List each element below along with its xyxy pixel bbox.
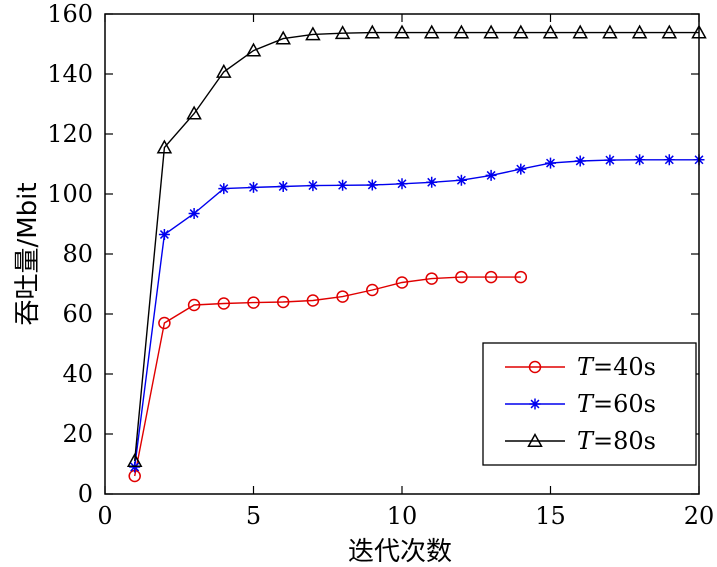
data-point [483,24,499,39]
data-point [426,176,438,188]
data-point [455,270,468,284]
y-tick-label: 120 [47,120,93,148]
data-point [396,178,408,190]
data-point [217,297,231,310]
legend-marker [528,360,542,374]
data-point [545,157,556,169]
legend: T=40s T=60s T=80s [482,342,697,466]
data-point [305,26,321,41]
series-line [134,276,521,477]
data-point [216,63,232,78]
x-tick-label: 15 [535,502,566,530]
data-point [542,24,559,39]
data-point [515,163,527,175]
data-point [277,181,289,192]
data-point [572,24,588,39]
data-point [276,295,290,309]
data-point [395,276,409,289]
data-point [484,270,498,284]
legend-marker [527,432,543,447]
y-tick-label: 40 [62,360,93,388]
legend-entry: T=40s [505,353,656,381]
data-point [186,105,202,120]
data-point [126,452,143,467]
data-point [455,174,467,186]
data-point [453,24,470,39]
x-tick-label: 10 [387,502,418,530]
y-tick-label: 160 [47,0,93,28]
plot-area [126,24,707,483]
series-circle [128,270,528,483]
x-axis-title: 迭代次数 [348,537,452,567]
data-point [514,270,528,284]
data-point [156,139,173,154]
data-point [423,24,440,39]
data-point [275,30,291,45]
data-point [188,208,200,219]
series-triangle [126,24,707,467]
data-point [485,169,497,181]
data-point [602,24,618,39]
data-point [158,229,170,240]
y-tick-label: 100 [47,180,93,208]
legend-entry: T=60s [505,390,656,418]
data-point [245,42,262,57]
data-point [574,155,586,167]
data-point [663,154,675,166]
data-point [366,179,378,191]
data-point [218,183,230,195]
data-point [366,283,379,297]
x-tick-label: 0 [97,502,112,530]
data-point [337,179,349,191]
data-point [631,24,648,39]
y-tick-label: 0 [78,480,93,508]
x-tick-label: 20 [684,502,715,530]
series-line [134,31,699,462]
data-point [394,24,410,39]
data-point [364,24,381,39]
data-point [248,181,259,193]
y-tick-label: 60 [62,300,93,328]
y-axis-title: 吞吐量/Mbit [13,182,43,325]
data-point [334,25,351,40]
y-tick-label: 140 [47,60,93,88]
data-point [425,272,438,285]
x-tick-label: 5 [246,502,261,530]
data-point [513,24,529,39]
data-point [306,294,320,307]
axes: 0 5 10 15 20 0 20 40 60 80 100 120 140 160 [47,0,714,530]
legend-label: T=40s [577,353,656,381]
legend-entry: T=80s [505,427,656,455]
legend-label: T=60s [577,390,656,418]
legend-label: T=80s [577,427,656,455]
data-point [336,290,349,303]
data-point [158,316,171,330]
legend-marker [529,398,541,410]
data-point [247,296,260,309]
data-point [129,461,141,473]
y-tick-label: 20 [62,420,93,448]
data-point [634,154,646,166]
data-point [661,24,678,39]
data-point [307,180,319,192]
data-point [604,154,616,166]
y-tick-label: 80 [62,240,93,268]
data-point [187,298,201,312]
